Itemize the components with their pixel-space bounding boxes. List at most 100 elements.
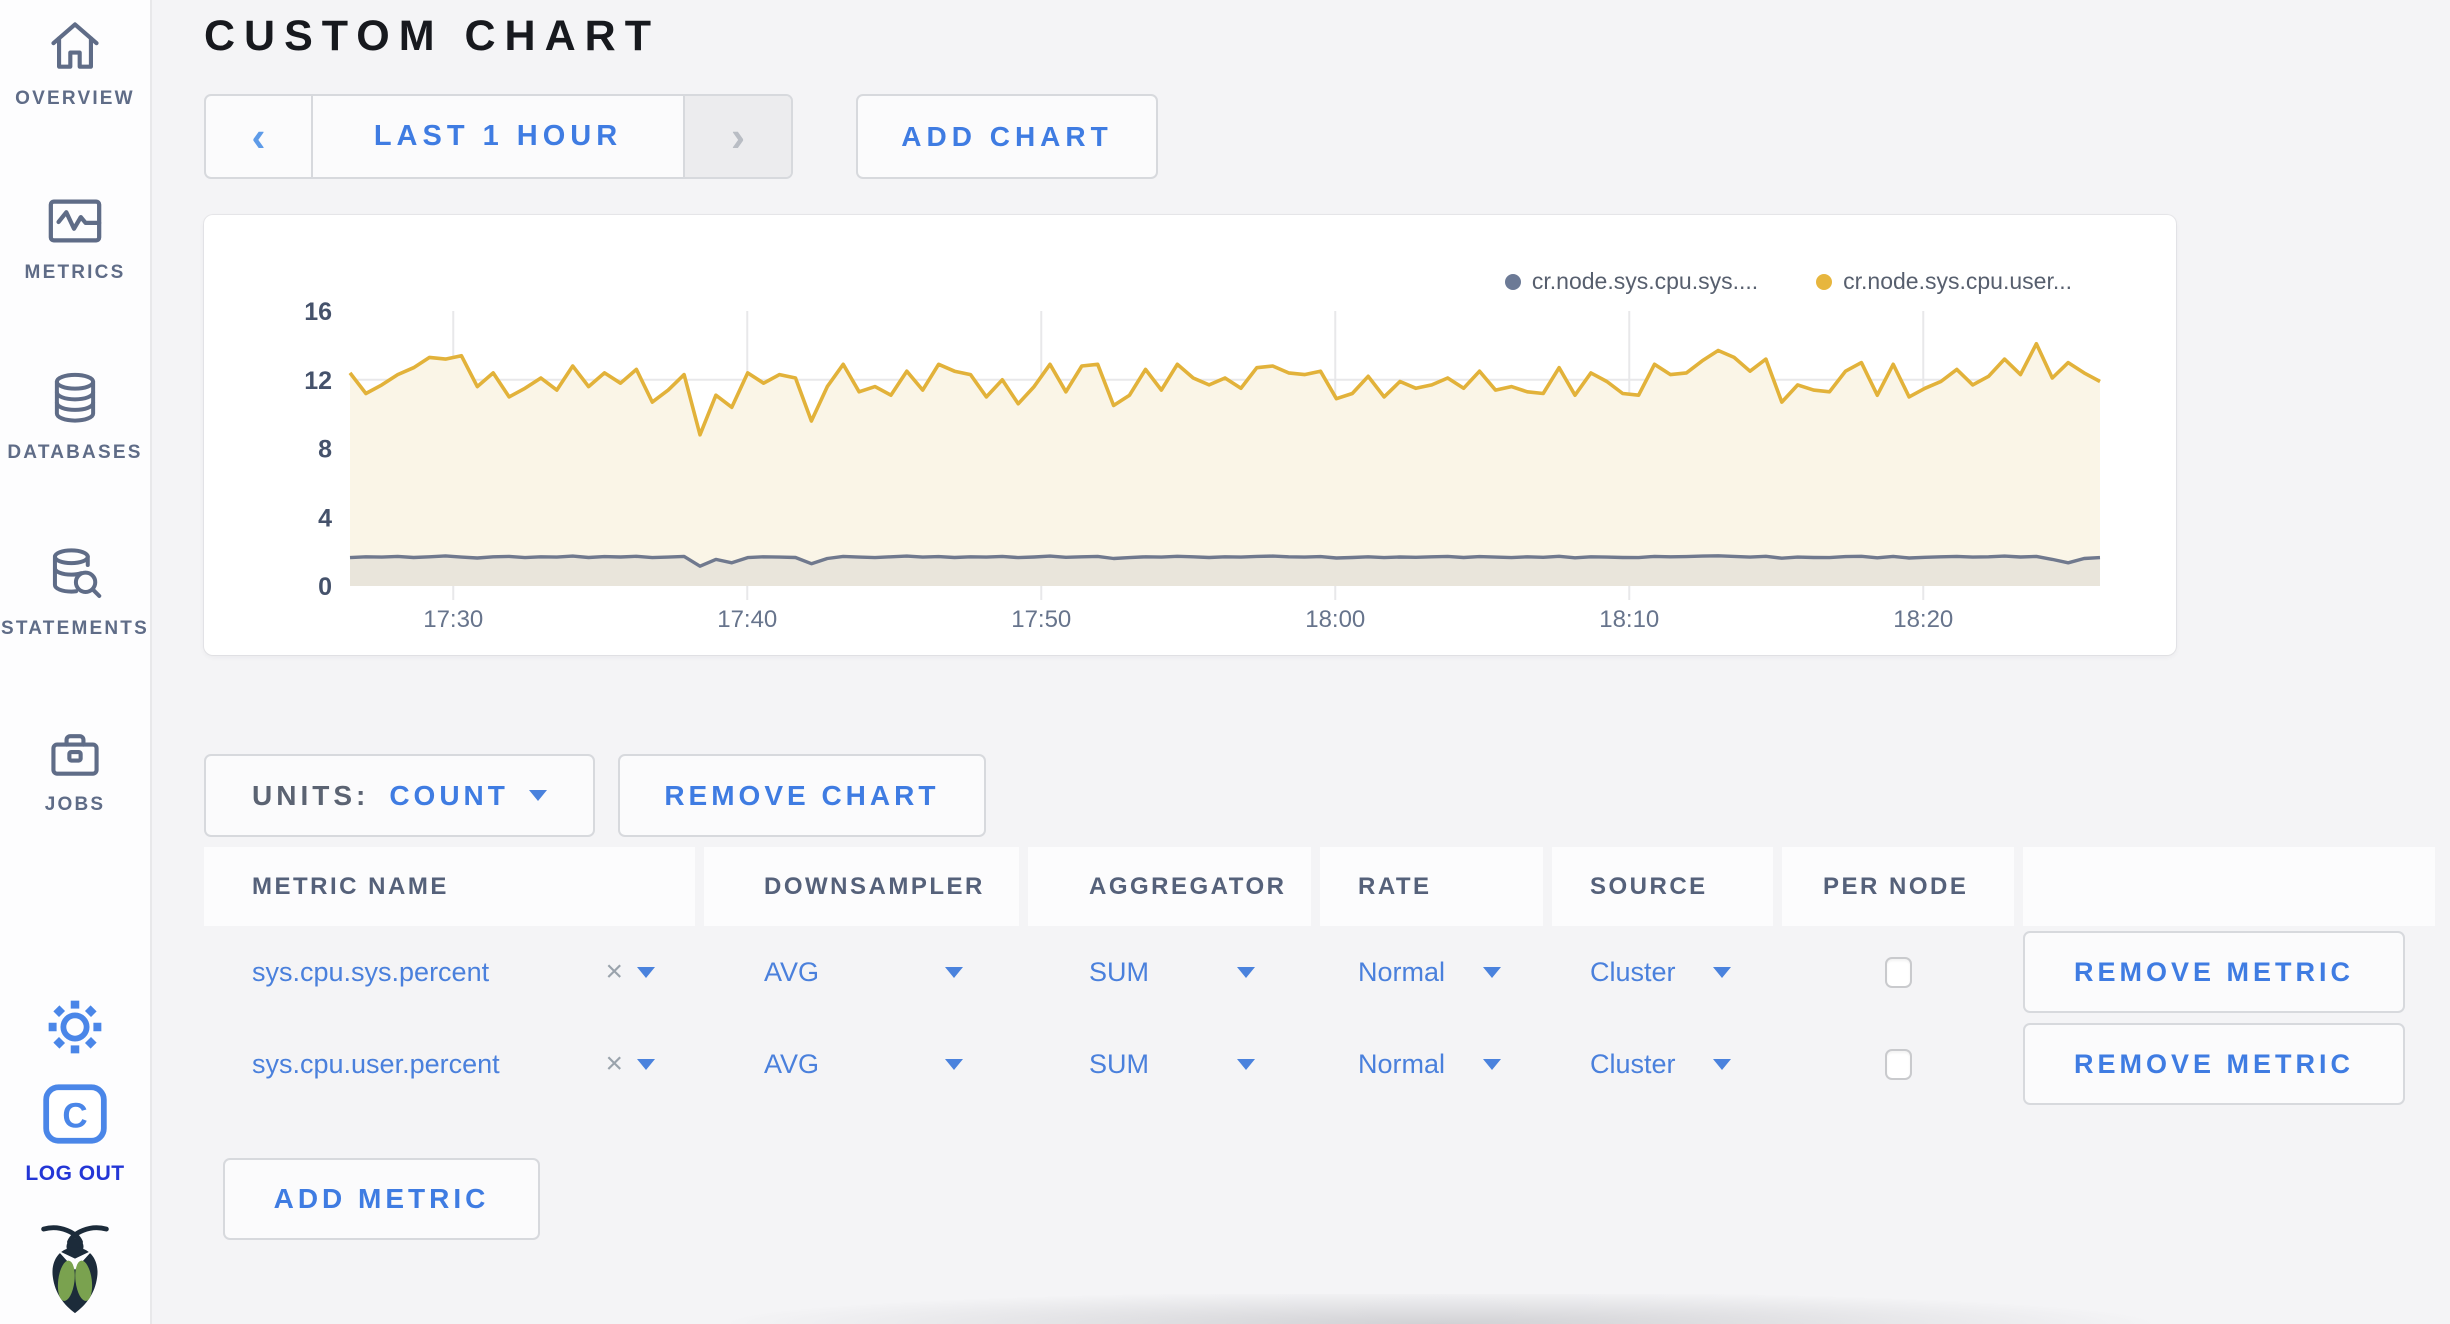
svg-text:18:10: 18:10 xyxy=(1599,606,1659,633)
chevron-down-icon xyxy=(637,1058,655,1070)
sidebar-item-label: METRICS xyxy=(24,262,126,283)
legend-item-user[interactable]: cr.node.sys.cpu.user... xyxy=(1816,268,2072,295)
table-row: sys.cpu.user.percent × AVG SUM Normal Cl… xyxy=(204,1018,2444,1110)
sidebar-item-label: OVERVIEW xyxy=(15,88,135,109)
svg-text:C: C xyxy=(62,1096,87,1135)
table-row: sys.cpu.sys.percent × AVG SUM Normal Clu… xyxy=(204,926,2444,1018)
col-header-source: SOURCE xyxy=(1552,847,1773,926)
chevron-down-icon xyxy=(528,790,547,801)
time-window-selector: ‹ LAST 1 HOUR › xyxy=(204,94,793,179)
database-icon xyxy=(54,372,96,423)
home-icon xyxy=(51,22,99,69)
chart-legend: cr.node.sys.cpu.sys.... cr.node.sys.cpu.… xyxy=(1504,268,2072,295)
add-chart-button[interactable]: ADD CHART xyxy=(856,94,1158,179)
sidebar-item-statements[interactable]: STATEMENTS xyxy=(0,544,150,640)
per-node-checkbox[interactable] xyxy=(1884,956,1912,988)
remove-metric-button[interactable]: REMOVE METRIC xyxy=(2023,1023,2405,1105)
gear-icon xyxy=(48,1000,102,1054)
svg-text:17:50: 17:50 xyxy=(1011,606,1071,633)
chevron-left-icon: ‹ xyxy=(251,112,266,160)
source-dropdown[interactable]: Cluster xyxy=(1552,1018,1773,1110)
jobs-icon xyxy=(51,734,99,776)
svg-text:16: 16 xyxy=(304,298,332,326)
chevron-down-icon xyxy=(1713,1058,1731,1070)
sidebar-item-label: STATEMENTS xyxy=(1,618,149,639)
table-header-row: METRIC NAME DOWNSAMPLER AGGREGATOR RATE … xyxy=(204,847,2444,926)
remove-metric-button[interactable]: REMOVE METRIC xyxy=(2023,931,2405,1013)
chevron-down-icon xyxy=(1713,966,1731,978)
row-actions-cell: REMOVE METRIC xyxy=(2023,926,2435,1018)
aggregator-dropdown[interactable]: SUM xyxy=(1028,926,1311,1018)
sidebar-item-label: DATABASES xyxy=(7,442,143,463)
col-header-aggregator: AGGREGATOR xyxy=(1028,847,1311,926)
per-node-cell xyxy=(1782,1018,2014,1110)
metric-name-dropdown[interactable]: sys.cpu.sys.percent × xyxy=(204,926,695,1018)
chevron-down-icon xyxy=(1483,966,1501,978)
metrics-table: METRIC NAME DOWNSAMPLER AGGREGATOR RATE … xyxy=(204,847,2444,1110)
legend-dot-user xyxy=(1816,273,1833,290)
rate-dropdown[interactable]: Normal xyxy=(1320,1018,1543,1110)
clear-metric-icon[interactable]: × xyxy=(605,1047,623,1080)
rate-dropdown[interactable]: Normal xyxy=(1320,926,1543,1018)
cockroach-c-icon: C xyxy=(43,1084,107,1144)
row-actions-cell: REMOVE METRIC xyxy=(2023,1018,2435,1110)
chart-actions-row: UNITS: COUNT REMOVE CHART xyxy=(204,754,2450,837)
chevron-down-icon xyxy=(1237,966,1255,978)
prev-time-button[interactable]: ‹ xyxy=(206,96,313,177)
col-header-rate: RATE xyxy=(1320,847,1543,926)
aggregator-dropdown[interactable]: SUM xyxy=(1028,1018,1311,1110)
logout-button[interactable]: C LOG OUT xyxy=(0,1078,150,1186)
svg-text:17:40: 17:40 xyxy=(717,606,777,633)
sidebar: OVERVIEW METRICS DATABASES STATEMENTS xyxy=(0,0,152,1324)
page-title: CUSTOM CHART xyxy=(204,12,660,60)
metric-name-dropdown[interactable]: sys.cpu.user.percent × xyxy=(204,1018,695,1110)
chart-card: 17:30 17:40 17:50 18:00 18:10 18:20 0 4 8 12 16 cr… xyxy=(204,215,2176,655)
legend-dot-sys xyxy=(1504,273,1521,290)
units-value: COUNT xyxy=(389,779,509,811)
col-header-per-node: PER NODE xyxy=(1782,847,2014,926)
toolbar: ‹ LAST 1 HOUR › ADD CHART xyxy=(204,94,2450,179)
units-dropdown[interactable]: UNITS: COUNT xyxy=(204,754,595,837)
add-metric-button[interactable]: ADD METRIC xyxy=(223,1158,540,1240)
clear-metric-icon[interactable]: × xyxy=(605,955,623,988)
line-chart: 17:30 17:40 17:50 18:00 18:10 18:20 0 4 8 12 16 xyxy=(304,298,2101,633)
per-node-cell xyxy=(1782,926,2014,1018)
settings-button[interactable] xyxy=(0,996,150,1058)
cockroach-bug-icon xyxy=(41,1225,109,1314)
col-header-downsampler: DOWNSAMPLER xyxy=(704,847,1019,926)
chevron-down-icon xyxy=(637,966,655,978)
downsampler-dropdown[interactable]: AVG xyxy=(704,1018,1019,1110)
svg-text:18:00: 18:00 xyxy=(1305,606,1365,633)
per-node-checkbox[interactable] xyxy=(1884,1048,1912,1080)
statements-icon xyxy=(52,548,102,598)
sidebar-item-label: JOBS xyxy=(44,794,106,815)
logout-label: LOG OUT xyxy=(25,1162,125,1185)
main-content: CUSTOM CHART ‹ LAST 1 HOUR › ADD CHART 1… xyxy=(152,0,2450,1324)
svg-text:8: 8 xyxy=(318,436,332,464)
next-time-button[interactable]: › xyxy=(683,96,791,177)
sidebar-item-jobs[interactable]: JOBS xyxy=(0,724,150,816)
svg-text:18:20: 18:20 xyxy=(1893,606,1953,633)
svg-text:0: 0 xyxy=(318,573,332,601)
sidebar-item-overview[interactable]: OVERVIEW xyxy=(0,16,150,110)
metric-name-value: sys.cpu.user.percent xyxy=(252,1048,500,1079)
legend-label: cr.node.sys.cpu.sys.... xyxy=(1531,268,1759,294)
legend-label: cr.node.sys.cpu.user... xyxy=(1843,268,2072,294)
source-dropdown[interactable]: Cluster xyxy=(1552,926,1773,1018)
svg-text:12: 12 xyxy=(304,367,332,395)
chevron-down-icon xyxy=(1483,1058,1501,1070)
col-header-actions xyxy=(2023,847,2435,926)
sidebar-item-databases[interactable]: DATABASES xyxy=(0,368,150,464)
col-header-metric-name: METRIC NAME xyxy=(204,847,695,926)
metric-name-value: sys.cpu.sys.percent xyxy=(252,956,490,987)
svg-text:4: 4 xyxy=(318,504,332,532)
sidebar-item-metrics[interactable]: METRICS xyxy=(0,192,150,284)
svg-text:17:30: 17:30 xyxy=(423,606,483,633)
chevron-right-icon: › xyxy=(731,112,745,160)
time-range-button[interactable]: LAST 1 HOUR xyxy=(313,96,683,177)
metrics-icon xyxy=(48,199,102,243)
downsampler-dropdown[interactable]: AVG xyxy=(704,926,1019,1018)
legend-item-sys[interactable]: cr.node.sys.cpu.sys.... xyxy=(1504,268,1759,295)
chevron-down-icon xyxy=(945,1058,963,1070)
remove-chart-button[interactable]: REMOVE CHART xyxy=(617,754,986,837)
